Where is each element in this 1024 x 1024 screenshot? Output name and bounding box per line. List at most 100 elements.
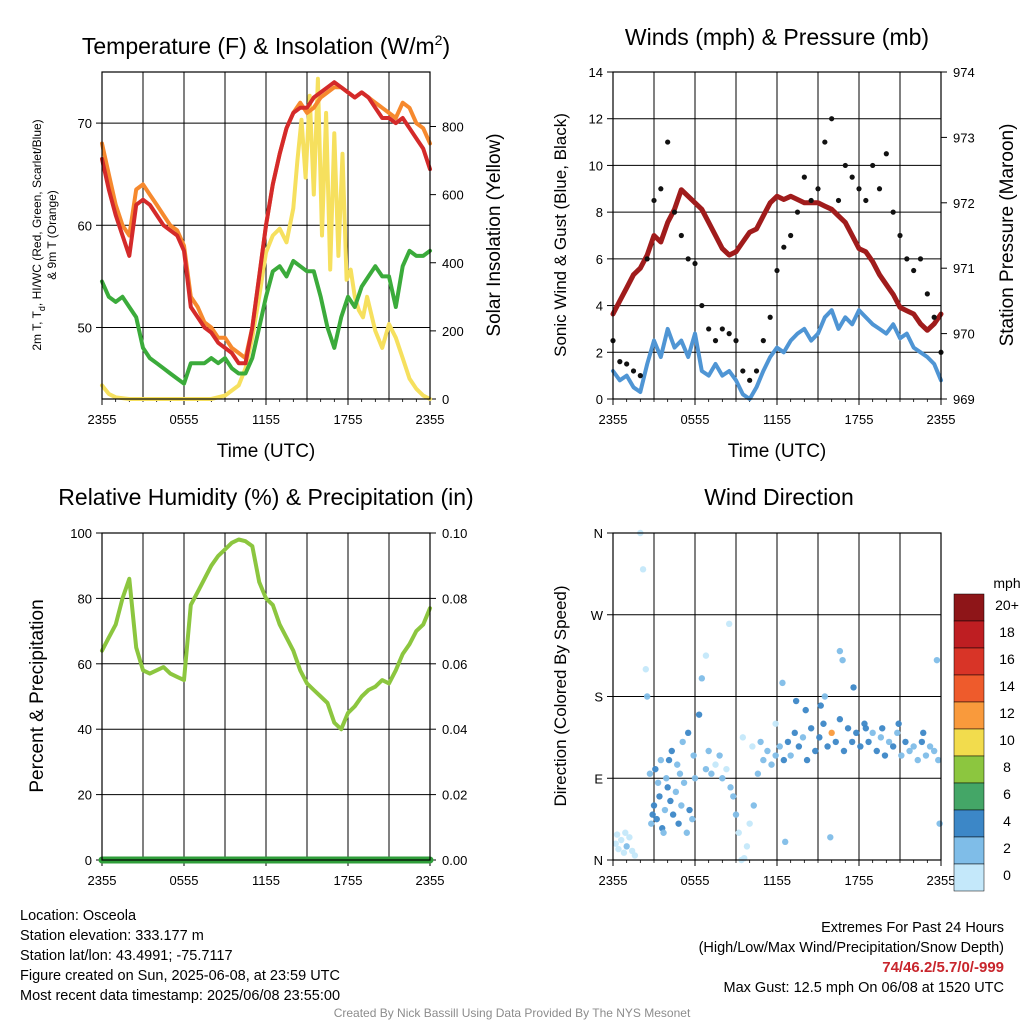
direction-point <box>844 725 852 732</box>
direction-point <box>768 761 775 768</box>
y2-tick-label: 971 <box>953 261 975 276</box>
gust-point <box>863 197 869 204</box>
gust-point <box>699 302 705 309</box>
gust-point <box>876 186 883 192</box>
colorbar-label: 10 <box>999 732 1015 748</box>
direction-point <box>816 734 823 741</box>
direction-point <box>803 756 811 764</box>
direction-point <box>792 697 800 705</box>
gust-point <box>911 267 917 274</box>
temperature-ylabel-right: Solar Insolation (Yellow) <box>484 133 505 336</box>
y-tick-label: N <box>594 853 603 868</box>
direction-point <box>787 752 794 759</box>
direction-point <box>642 666 649 673</box>
gust-point <box>712 338 719 344</box>
elevation-text: Station elevation: 333.177 m <box>20 928 204 944</box>
direction-point <box>757 738 764 746</box>
direction-point <box>862 725 870 732</box>
recent-data-text: Most recent data timestamp: 2025/06/08 2… <box>20 988 341 1004</box>
direction-point <box>653 815 660 823</box>
colorbar-label: 8 <box>1003 759 1011 775</box>
y-tick-label: 60 <box>78 657 92 672</box>
gust-point <box>678 232 684 239</box>
station-info: Location: Osceola Station elevation: 333… <box>20 906 340 1006</box>
y-tick-label: 0 <box>85 853 92 868</box>
gust-point <box>890 209 896 215</box>
x-tick-label: 1155 <box>763 412 791 427</box>
direction-point <box>672 788 680 796</box>
direction-point <box>799 734 807 741</box>
colorbar-swatch <box>953 647 985 676</box>
direction-point <box>802 706 809 714</box>
gust-point <box>617 359 623 365</box>
winds-panel: Winds (mph) & Pressure (mb) Sonic Wind &… <box>551 24 1018 462</box>
series-line <box>100 248 432 386</box>
gust-point <box>706 326 712 332</box>
direction-point <box>764 747 771 755</box>
colorbar-title: mph <box>993 575 1020 591</box>
direction-point <box>885 738 893 746</box>
colorbar-label: 0 <box>1003 867 1011 883</box>
colorbar-label: 14 <box>999 678 1015 694</box>
y2-tick-label: 974 <box>953 65 975 80</box>
direction-point <box>712 761 719 768</box>
gust-point <box>740 368 746 374</box>
series-line <box>100 76 432 401</box>
series-line <box>610 187 944 333</box>
y2-tick-label: 970 <box>953 327 975 342</box>
x-tick-label: 1155 <box>763 873 791 888</box>
x-tick-label: 2355 <box>927 873 956 888</box>
colorbar-label: 18 <box>999 624 1015 640</box>
direction-point <box>877 734 885 741</box>
direction-point <box>727 784 734 791</box>
y2-tick-label: 0 <box>442 392 449 407</box>
direction-point <box>881 752 889 759</box>
max-gust-text: Max Gust: 12.5 mph On 06/08 at 1520 UTC <box>723 980 1004 996</box>
y-tick-label: N <box>594 526 603 541</box>
direction-point <box>690 752 697 759</box>
gust-point <box>842 162 848 169</box>
gust-point <box>815 186 821 192</box>
direction-point <box>661 806 669 814</box>
temperature-ylabel-line2: & 9m T (Orange) <box>45 190 59 280</box>
direction-point <box>839 656 846 664</box>
gust-point <box>665 139 671 145</box>
direction-point <box>674 761 681 768</box>
y2-tick-label: 973 <box>953 130 975 145</box>
colorbar-label: 16 <box>999 651 1015 667</box>
gust-point <box>692 260 698 267</box>
gust-point <box>917 256 924 262</box>
plot-frame <box>612 71 942 400</box>
gust-point <box>726 331 732 337</box>
direction-point <box>873 747 880 755</box>
gust-point <box>924 291 930 297</box>
direction-point <box>812 747 819 755</box>
direction-point <box>824 743 831 750</box>
direction-point <box>648 820 655 827</box>
direction-point <box>784 738 792 746</box>
direction-point <box>679 738 686 746</box>
direction-point <box>686 806 693 814</box>
direction-point <box>780 756 788 764</box>
x-tick-label: 0555 <box>681 873 710 888</box>
y-tick-label: 8 <box>596 205 603 220</box>
colorbar-swatch <box>953 782 985 811</box>
colorbar-swatch <box>953 674 985 703</box>
y2-tick-label: 0.08 <box>442 591 467 606</box>
direction-point <box>821 693 829 700</box>
y-tick-label: W <box>591 608 604 623</box>
gust-point <box>801 174 807 180</box>
gust-point <box>719 326 725 332</box>
direction-point <box>749 743 756 750</box>
extremes-heading: Extremes For Past 24 Hours <box>821 920 1004 936</box>
colorbar-swatch <box>953 809 985 838</box>
direction-point <box>650 802 658 809</box>
y2-tick-label: 800 <box>442 120 464 135</box>
gust-point <box>829 116 835 122</box>
y-tick-label: 0 <box>596 392 603 407</box>
y2-tick-label: 200 <box>442 324 464 339</box>
direction-point <box>918 738 926 746</box>
direction-point <box>914 756 921 764</box>
y-tick-label: 10 <box>589 158 603 173</box>
y-tick-label: 70 <box>78 116 92 131</box>
